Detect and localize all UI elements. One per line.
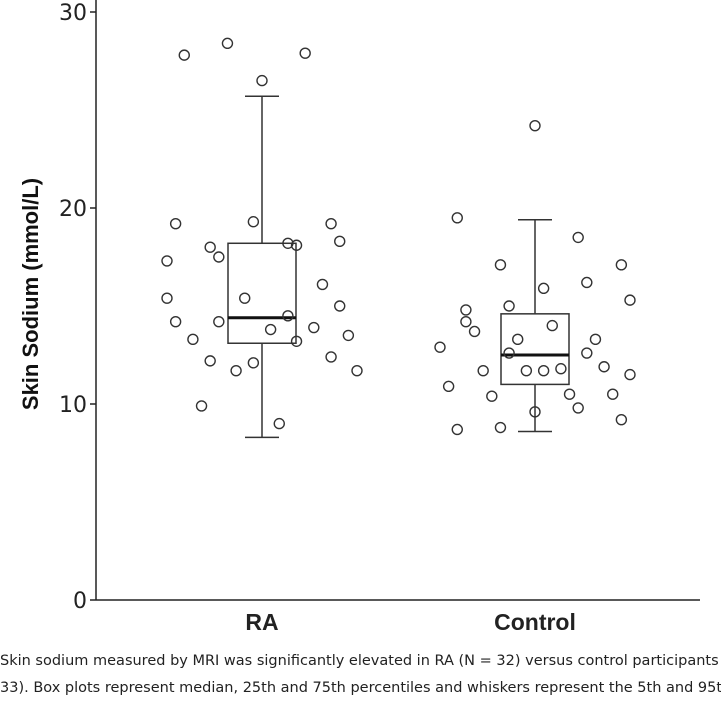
ra-point [169, 315, 182, 328]
control-point [477, 364, 489, 377]
control-point [460, 304, 472, 316]
ra-point [264, 323, 277, 336]
ra-point [299, 47, 311, 59]
category-labels: RA Control [245, 609, 576, 635]
control-point [451, 212, 463, 224]
ra-point [247, 216, 260, 228]
ra-point [273, 417, 285, 430]
control-point [451, 423, 463, 436]
control-point [494, 259, 507, 271]
ra-point [195, 400, 208, 412]
control-point [434, 341, 446, 353]
control-point [460, 315, 472, 328]
ra-point [213, 315, 225, 328]
control-point [624, 294, 636, 306]
control-point [607, 388, 619, 400]
y-tick-label-0: 0 [73, 589, 87, 614]
ra-point [290, 335, 303, 347]
ra-point [290, 239, 303, 251]
control-point [615, 259, 628, 271]
ra-point [221, 37, 234, 50]
control-point [486, 390, 498, 402]
boxes [227, 95, 570, 439]
ra-box [227, 242, 297, 344]
category-label-ra: RA [245, 609, 278, 635]
ra-point [334, 300, 346, 312]
control-point [624, 368, 636, 381]
control-box [500, 313, 570, 386]
category-label-control: Control [494, 609, 576, 635]
ra-point [256, 74, 268, 87]
control-point [546, 319, 558, 332]
y-tick-labels: 0 10 20 30 [59, 1, 96, 614]
y-axis-label: Skin Sodium (mmol/L) [18, 178, 43, 410]
control-point [572, 402, 584, 414]
box-plot-chart: 0 10 20 30 Skin Sodium (mmol/L) RA Control [18, 0, 700, 635]
control-point [512, 333, 524, 346]
ra-point [161, 292, 173, 304]
ra-point [178, 49, 190, 61]
data-points [161, 37, 636, 436]
y-tick-label-10: 10 [59, 393, 87, 418]
ra-point [204, 355, 216, 367]
control-point [529, 406, 541, 418]
control-point [503, 347, 515, 359]
control-point [529, 119, 541, 132]
ra-point [187, 333, 199, 346]
caption-line-2: 33). Box plots represent median, 25th an… [0, 680, 721, 696]
ra-point [342, 329, 355, 342]
control-point [468, 325, 481, 338]
y-tick-label-30: 30 [59, 1, 87, 26]
control-point [555, 363, 567, 375]
ra-point [325, 351, 337, 363]
ra-point [230, 364, 242, 377]
control-point [572, 231, 584, 244]
ra-point [282, 310, 294, 322]
axes [95, 0, 700, 601]
control-point [537, 364, 550, 377]
control-point [563, 388, 576, 400]
y-tick-label-20: 20 [59, 197, 87, 222]
ra-point [204, 241, 216, 253]
ra-point [161, 255, 173, 267]
ra-point [351, 364, 363, 377]
ra-point [213, 251, 225, 263]
control-point [503, 300, 515, 312]
control-point [442, 380, 455, 393]
control-point [615, 413, 628, 426]
control-point [581, 276, 593, 289]
control-point [581, 347, 593, 359]
figure-caption: Skin sodium measured by MRI was signific… [0, 648, 721, 702]
caption-line-1: Skin sodium measured by MRI was signific… [0, 653, 721, 669]
control-point [494, 421, 507, 434]
ra-point [316, 278, 329, 291]
ra-point [247, 357, 260, 369]
ra-point [169, 217, 182, 230]
control-point [520, 364, 533, 377]
ra-point [282, 237, 294, 249]
ra-point [334, 235, 346, 248]
control-point [598, 361, 610, 373]
ra-point [325, 217, 337, 230]
control-point [589, 333, 602, 346]
ra-point [308, 321, 320, 334]
ra-point [239, 292, 251, 304]
control-point [537, 282, 550, 295]
